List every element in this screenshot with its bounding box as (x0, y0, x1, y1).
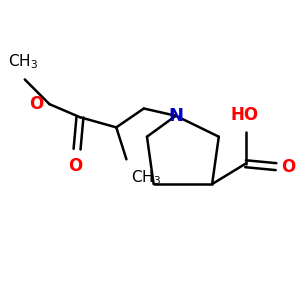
Text: CH$_3$: CH$_3$ (8, 52, 38, 71)
Text: CH$_3$: CH$_3$ (131, 168, 161, 187)
Text: O: O (29, 95, 43, 113)
Text: N: N (168, 107, 183, 125)
Text: HO: HO (230, 106, 258, 124)
Text: O: O (281, 158, 296, 175)
Text: O: O (68, 157, 83, 175)
